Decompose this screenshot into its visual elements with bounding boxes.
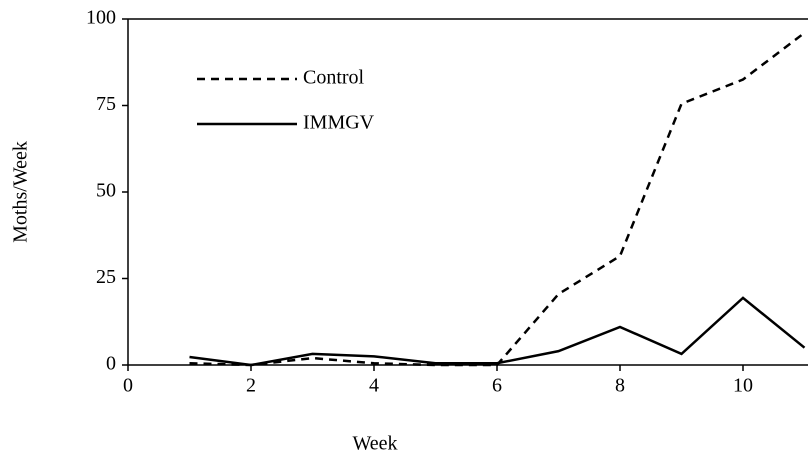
x-tick-label: 4 bbox=[369, 375, 379, 397]
legend-label: Control bbox=[303, 67, 365, 89]
y-tick-label: 100 bbox=[86, 7, 116, 29]
legend-label: IMMGV bbox=[303, 112, 375, 134]
x-tick-label: 0 bbox=[123, 375, 133, 397]
series-line bbox=[189, 31, 806, 367]
y-tick-label: 75 bbox=[96, 93, 116, 115]
y-axis-title: Moths/Week bbox=[10, 141, 32, 243]
x-tick-label: 8 bbox=[615, 375, 625, 397]
x-tick-label: 6 bbox=[492, 375, 502, 397]
y-tick-label: 50 bbox=[96, 180, 116, 202]
x-tick-label: 10 bbox=[733, 375, 753, 397]
series-line bbox=[189, 296, 806, 367]
x-axis-title: Week bbox=[352, 433, 397, 455]
y-tick-label: 25 bbox=[96, 266, 116, 288]
x-tick-label: 2 bbox=[246, 375, 256, 397]
y-tick-label: 0 bbox=[106, 353, 116, 375]
